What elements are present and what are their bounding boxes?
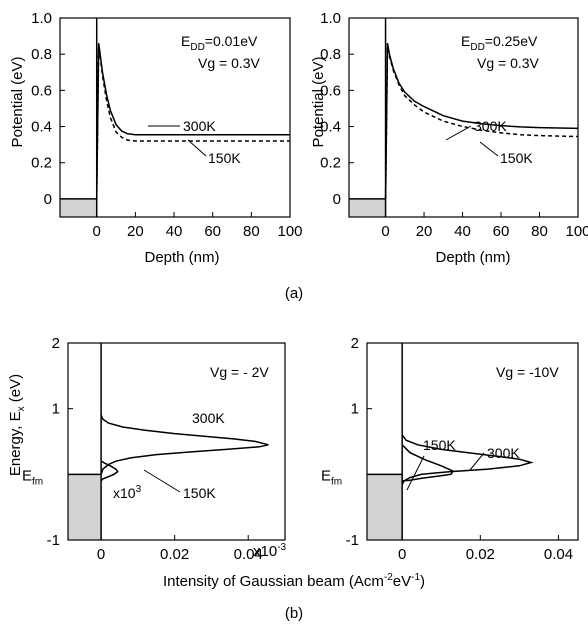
series-label-300k: 300K — [183, 118, 216, 134]
leader-line — [469, 452, 485, 471]
x-tick-label: 60 — [493, 223, 510, 240]
x10-annotation: x103 — [113, 484, 142, 501]
panel-a-left: Potential (eV) Depth (nm) EDD=0.01eV Vg … — [9, 10, 303, 266]
y-tick-label: 0.8 — [31, 46, 52, 63]
series-label-300k: 300K — [487, 445, 520, 461]
series-label-150k: 150K — [208, 150, 241, 166]
y-axis-label: Potential (eV) — [310, 57, 327, 148]
substrate-region — [68, 474, 102, 540]
x-tick-label: 60 — [204, 223, 221, 240]
leader-line — [479, 141, 499, 157]
y-tick-label: 0.4 — [31, 119, 52, 136]
y-tick-label: 1.0 — [31, 10, 52, 27]
x-tick-label: 100 — [277, 223, 302, 240]
series-label-150k: 150K — [500, 150, 533, 166]
x-tick-label: 0 — [398, 546, 406, 563]
x-tick-label: 0.02 — [466, 546, 495, 563]
panel-b-right: Vg = -10V 0 0.02 0.04 -1 1 2 Efm 300K 150K — [321, 335, 579, 563]
y-tick-label: 2 — [351, 335, 359, 352]
series-line-300k — [100, 414, 269, 475]
series-line-150k — [401, 444, 455, 482]
edd-annotation: EDD=0.01eV — [181, 33, 258, 53]
y-tick-label: 0.2 — [31, 155, 52, 172]
x-tick-label: 20 — [416, 223, 433, 240]
substrate-region — [60, 198, 97, 217]
series-line-150k — [100, 460, 119, 482]
series-label-300k: 300K — [192, 410, 225, 426]
series-line-300k — [384, 43, 579, 199]
y-tick-label: 1.0 — [320, 10, 341, 27]
leader-line — [406, 455, 425, 491]
edd-annotation: EDD=0.25eV — [461, 33, 538, 53]
substrate-region — [349, 198, 386, 217]
x-tick-label: 80 — [531, 223, 548, 240]
y-tick-label: 0.8 — [320, 46, 341, 63]
plot-frame — [348, 17, 579, 218]
panel-a-right: Potential (eV) Depth (nm) EDD=0.25eV Vg … — [310, 10, 588, 266]
x-axis-label: Depth (nm) — [144, 249, 219, 266]
efm-label: Efm — [22, 467, 43, 487]
leader-line — [187, 139, 207, 157]
vg-annotation: Vg = -10V — [496, 364, 559, 380]
x-multiplier: x10-3 — [253, 542, 287, 560]
y-tick-label: 0 — [333, 191, 341, 208]
y-tick-label: 2 — [52, 335, 60, 352]
vg-annotation: Vg = 0.3V — [477, 55, 540, 71]
panel-b-left: Energy, Ex (eV) Vg = - 2V x103 x10-3 0 0.… — [7, 335, 287, 563]
y-axis-label: Energy, Ex (eV) — [7, 374, 27, 476]
efm-label: Efm — [321, 467, 342, 487]
substrate-region — [367, 474, 403, 540]
y-tick-label: 0.4 — [320, 119, 341, 136]
y-tick-label: 0 — [44, 191, 52, 208]
leader-line — [143, 469, 181, 493]
y-axis-label: Potential (eV) — [9, 57, 26, 148]
series-label-150k: 150K — [183, 485, 216, 501]
x-tick-label: 100 — [565, 223, 588, 240]
y-tick-label: 1 — [351, 401, 359, 418]
x-tick-label: 40 — [166, 223, 183, 240]
x-axis-label-b: Intensity of Gaussian beam (Acm-2eV-1) — [163, 572, 425, 590]
leader-line — [445, 125, 472, 141]
x-tick-label: 0 — [93, 223, 101, 240]
y-tick-label: -1 — [346, 532, 359, 549]
y-tick-label: -1 — [47, 532, 60, 549]
x-tick-label: 20 — [127, 223, 144, 240]
series-label-150k: 150K — [423, 437, 456, 453]
x-tick-label: 80 — [243, 223, 260, 240]
x-tick-label: 0 — [381, 223, 389, 240]
x-tick-label: 0.04 — [234, 546, 263, 563]
y-tick-label: 0.6 — [31, 82, 52, 99]
series-label-300k: 300K — [474, 118, 507, 134]
caption-b: (b) — [285, 605, 303, 622]
x-axis-label: Depth (nm) — [435, 249, 510, 266]
x-tick-label: 40 — [454, 223, 471, 240]
vg-annotation: Vg = 0.3V — [198, 55, 261, 71]
y-tick-label: 0.2 — [320, 155, 341, 172]
plot-frame — [67, 342, 286, 541]
series-line-150k — [384, 43, 579, 199]
x-tick-label: 0 — [97, 546, 105, 563]
y-tick-label: 1 — [52, 401, 60, 418]
plot-frame — [366, 342, 579, 541]
y-tick-label: 0.6 — [320, 82, 341, 99]
vg-annotation: Vg = - 2V — [210, 364, 269, 380]
x-tick-label: 0.02 — [160, 546, 189, 563]
plot-frame — [59, 17, 291, 218]
caption-a: (a) — [285, 285, 303, 302]
series-line-300k — [95, 43, 290, 199]
x-tick-label: 0.04 — [544, 546, 573, 563]
